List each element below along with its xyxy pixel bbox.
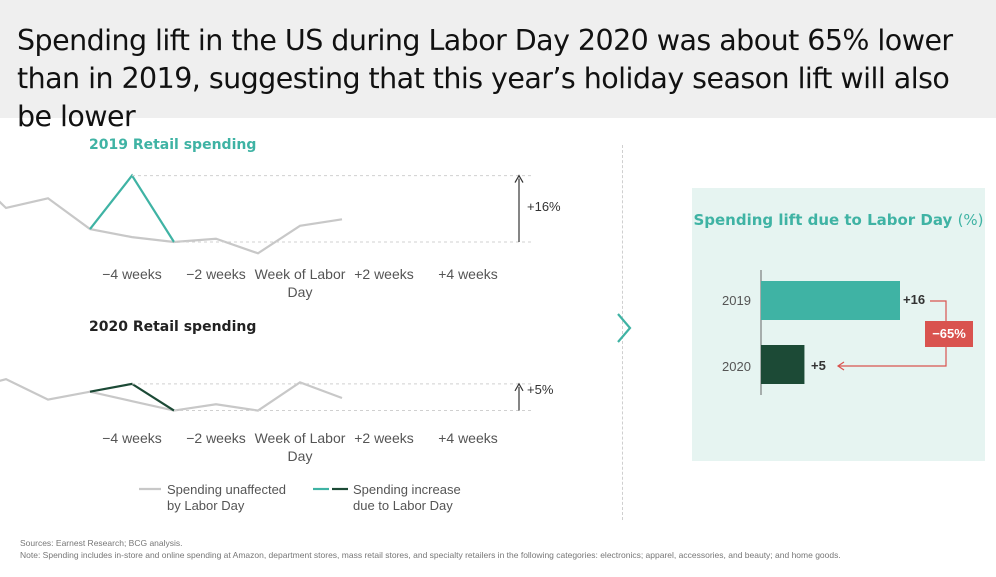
tick-label: −4 weeks bbox=[102, 430, 162, 446]
footer-sources: Sources: Earnest Research; BCG analysis. bbox=[20, 538, 183, 548]
tick-label: +4 weeks bbox=[438, 266, 498, 282]
headline: Spending lift in the US during Labor Day… bbox=[17, 24, 953, 133]
lift-annotation-2020: +5% bbox=[527, 382, 554, 397]
bar-2020 bbox=[761, 345, 805, 384]
lift-panel: Spending lift due to Labor Day (%) 2019 … bbox=[692, 188, 985, 461]
tick-label: −2 weeks bbox=[186, 430, 246, 446]
legend-unaffected-label: Spending unaffected by Labor Day bbox=[167, 482, 287, 513]
tick-label: Week of Labor Day bbox=[254, 430, 346, 464]
legend-increase-label: Spending increase due to Labor Day bbox=[353, 482, 461, 513]
chart-2019-title: 2019 Retail spending bbox=[89, 137, 257, 153]
tick-label: −4 weeks bbox=[102, 266, 162, 282]
section-divider bbox=[622, 145, 623, 520]
bar-category-2019: 2019 bbox=[722, 293, 751, 308]
tick-label: +4 weeks bbox=[438, 430, 498, 446]
lift-chart-title: Spending lift due to Labor Day (%) bbox=[692, 210, 985, 230]
lift-chart-unit: (%) bbox=[957, 211, 984, 229]
tick-label: +2 weeks bbox=[354, 430, 414, 446]
chart-2020-title: 2020 Retail spending bbox=[89, 319, 257, 335]
header-band: Spending lift in the US during Labor Day… bbox=[0, 0, 996, 133]
chart-2019-lift-arrowhead bbox=[514, 174, 524, 183]
tick-label: Week of Labor Day bbox=[254, 266, 346, 300]
chart-2020-lift-arrowhead bbox=[514, 382, 524, 392]
bar-value-2020: +5 bbox=[811, 358, 826, 373]
change-arrowhead bbox=[836, 361, 845, 371]
bar-2019 bbox=[761, 281, 900, 320]
footer-note: Note: Spending includes in-store and onl… bbox=[20, 550, 841, 560]
bar-category-2020: 2020 bbox=[722, 359, 751, 374]
chevron-right-icon bbox=[617, 313, 632, 343]
change-connector-bottom bbox=[838, 347, 947, 367]
bar-value-2019: +16 bbox=[903, 292, 926, 307]
chart-2020-series-increase bbox=[89, 382, 175, 412]
tick-label: +2 weeks bbox=[354, 266, 414, 282]
chart-2020-series-unaffected bbox=[0, 377, 343, 412]
chart-2019-series-unaffected bbox=[0, 197, 343, 255]
tick-label: −2 weeks bbox=[186, 266, 246, 282]
lift-chart-title-text: Spending lift due to Labor Day bbox=[693, 211, 953, 229]
lift-bar-svg bbox=[760, 270, 947, 395]
change-badge: −65% bbox=[925, 321, 973, 347]
lift-annotation-2019: +16% bbox=[527, 199, 561, 214]
change-connector-top bbox=[930, 300, 947, 321]
